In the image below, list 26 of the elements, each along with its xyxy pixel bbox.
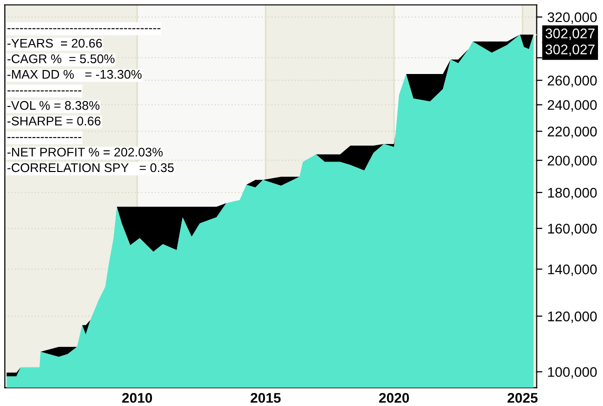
- annotation: 302,027: [546, 28, 595, 40]
- y-tick-label: 240,000: [548, 100, 597, 112]
- y-tick-label: 160,000: [548, 224, 597, 236]
- annotation: ------------------: [7, 137, 82, 138]
- x-tick-label: 2010: [122, 392, 152, 403]
- annotation: ------------------: [7, 90, 82, 92]
- annotation: -CAGR % = 5.50%: [7, 54, 114, 64]
- x-tick-label: 2020: [379, 392, 409, 403]
- y-tick-label: 200,000: [548, 156, 597, 168]
- annotation: -SHARPE = 0.66: [7, 116, 100, 126]
- annotation: -NET PROFIT % = 202.03%: [7, 148, 163, 157]
- annotation: -VOL % = 8.38%: [7, 101, 100, 110]
- y-tick-label: 100,000: [548, 367, 597, 379]
- annotation: -------------------------------------: [7, 28, 160, 30]
- y-tick-label: 260,000: [548, 76, 597, 88]
- x-tick-label: 2025: [508, 392, 538, 403]
- y-tick-label: 120,000: [548, 311, 597, 323]
- y-tick-label: 220,000: [548, 126, 597, 138]
- y-tick-label: 140,000: [548, 264, 597, 276]
- x-tick-label: 2015: [250, 392, 281, 403]
- annotation: -YEARS = 20.66: [7, 38, 102, 48]
- annotation: -MAX DD % = -13.30%: [7, 70, 142, 79]
- annotation: -CORRELATION SPY = 0.35: [7, 163, 174, 172]
- y-tick-label: 320,000: [548, 12, 597, 24]
- annotation: 302,027: [546, 44, 595, 56]
- y-tick-label: 180,000: [548, 188, 597, 200]
